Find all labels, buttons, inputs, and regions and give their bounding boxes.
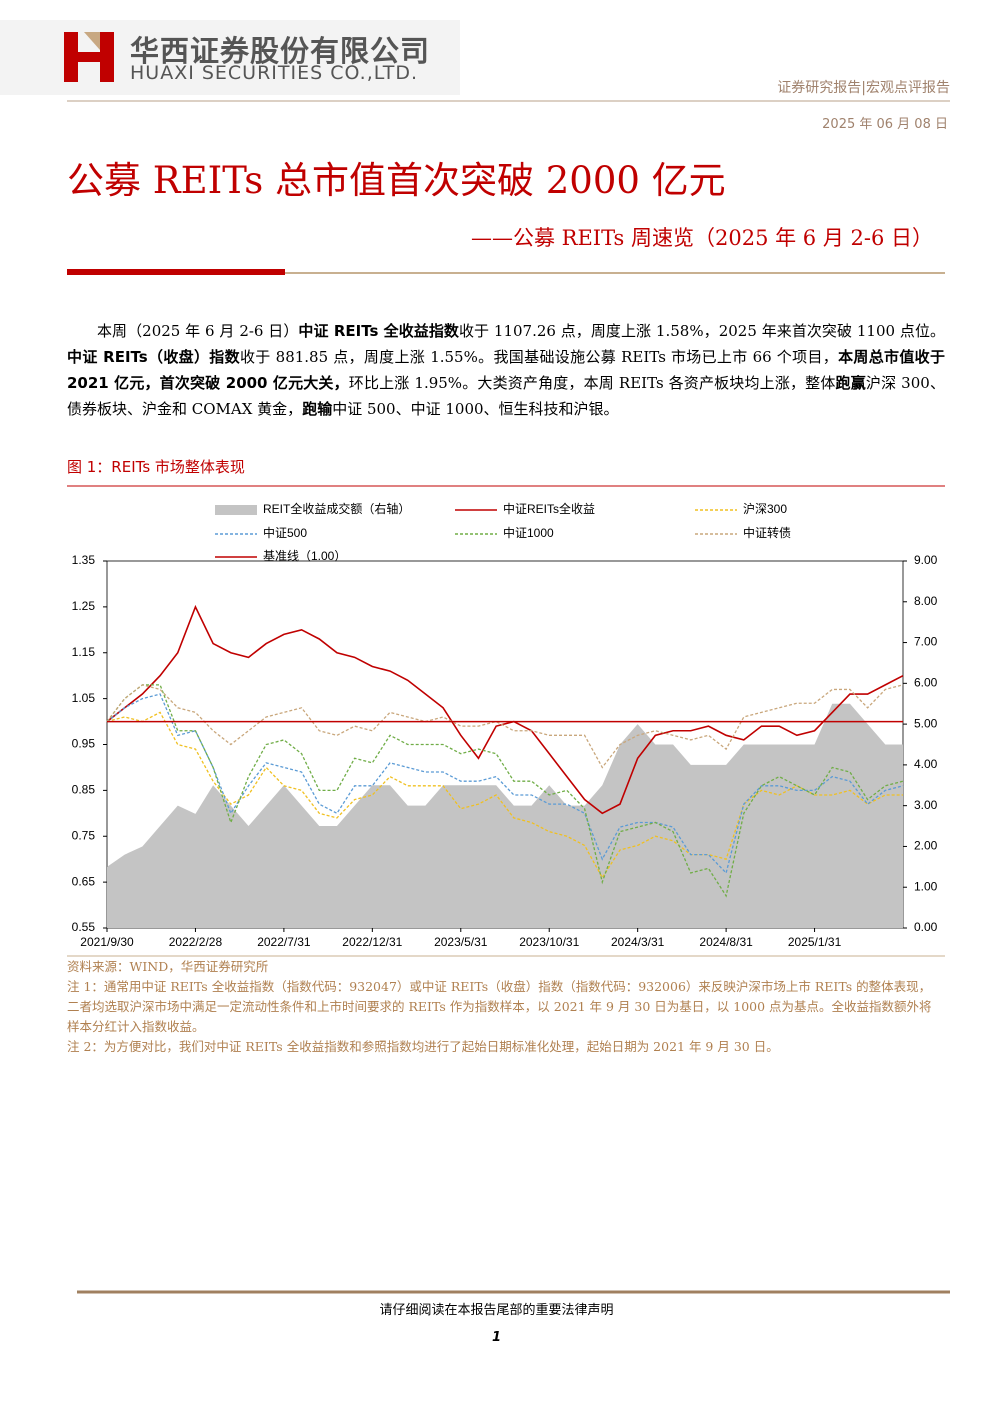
page-number: 1 [491, 1330, 502, 1345]
body-paragraph: 本周（2025 年 6 月 2-6 日）中证 REITs 全收益指数收于 110… [67, 318, 945, 422]
x-tick-label: 2022/2/28 [169, 935, 223, 949]
source: 资料来源：WIND，华西证券研究所 [67, 959, 269, 974]
legend-label: 中证500 [263, 525, 307, 540]
y2-tick-label: 4.00 [914, 757, 938, 771]
notes: 资料来源：WIND，华西证券研究所 注 1：通常用中证 REITs 全收益指数（… [67, 957, 942, 1057]
report-type: 证券研究报告|宏观点评报告 [777, 80, 950, 96]
x-tick-label: 2024/8/31 [699, 935, 753, 949]
figure-title: 图 1：REITs 市场整体表现 [67, 458, 245, 476]
x-tick-label: 2023/5/31 [434, 935, 488, 949]
title: 公募 REITs 总市值首次突破 2000 亿元 [67, 159, 726, 202]
text: 沪深 300、债券板块、沪金和 COMAX 黄金， [67, 374, 945, 418]
legend-swatch [215, 505, 257, 515]
note: 注 1：通常用中证 REITs 全收益指数（指数代码：932047）或中证 RE… [67, 979, 932, 1034]
subtitle: ——公募 REITs 周速览（2025 年 6 月 2-6 日） [470, 226, 933, 250]
y2-tick-label: 1.00 [914, 879, 938, 893]
legend-label: 中证REITs全收益 [503, 501, 595, 516]
bold-text: 中证 REITs（收盘）指数 [67, 348, 240, 366]
bold-text: 跑输 [302, 400, 333, 418]
y-tick-label: 0.95 [72, 737, 96, 751]
note: 注 2：为方便对比，我们对中证 REITs 全收益指数和参照指数均进行了起始日期… [67, 1039, 779, 1054]
bold-text: 中证 REITs 全收益指数 [298, 322, 459, 340]
text: 中证 500、中证 1000、恒生科技和沪银。 [332, 400, 619, 418]
text: 环比上涨 1.95%。大类资产角度，本周 REITs 各资产板块均上涨，整体 [348, 374, 836, 392]
x-tick-label: 2024/3/31 [611, 935, 665, 949]
y2-tick-label: 9.00 [914, 553, 938, 567]
legend-label: 中证1000 [503, 525, 554, 540]
y-tick-label: 1.15 [72, 645, 96, 659]
report-date: 2025 年 06 月 08 日 [822, 117, 948, 132]
x-tick-label: 2025/1/31 [788, 935, 842, 949]
series-line [106, 684, 904, 769]
x-tick-label: 2023/10/31 [519, 935, 579, 949]
y-tick-label: 0.65 [72, 874, 96, 888]
y2-tick-label: 2.00 [914, 839, 938, 853]
disclaimer: 请仔细阅读在本报告尾部的重要法律声明 [379, 1303, 614, 1318]
title-bar [67, 269, 285, 275]
series-line [106, 684, 904, 898]
volume-area [107, 703, 903, 928]
text: 本周（2025 年 6 月 2-6 日） [97, 322, 299, 340]
legend-label: 中证转债 [743, 525, 791, 540]
y-tick-label: 0.85 [72, 783, 96, 797]
text: 收于 881.85 点，周度上涨 1.55%。我国基础设施公募 REITs 市场… [239, 348, 839, 366]
series-line [106, 604, 904, 815]
bold-text: 本周总市值收于 2021 亿元，首次突破 2000 亿元大关， [67, 348, 945, 392]
company-cn: 华西证券股份有限公司 [130, 34, 431, 68]
series-line [106, 693, 904, 875]
company-en: HUAXI SECURITIES CO.,LTD. [130, 62, 418, 84]
x-tick-label: 2021/9/30 [80, 935, 134, 949]
y2-tick-label: 3.00 [914, 798, 938, 812]
y-tick-label: 1.35 [72, 553, 96, 567]
x-tick-label: 2022/12/31 [342, 935, 402, 949]
y-tick-label: 1.25 [72, 599, 96, 613]
y2-tick-label: 5.00 [914, 716, 938, 730]
legend-label: 沪深300 [743, 502, 787, 516]
logo-accent [84, 32, 100, 50]
legend-label: REIT全收益成交额（右轴） [263, 501, 410, 516]
y2-tick-label: 6.00 [914, 676, 938, 690]
y-tick-label: 0.75 [72, 828, 96, 842]
text: 收于 1107.26 点，周度上涨 1.58%，2025 年来首次突破 1100… [458, 322, 945, 340]
y-tick-label: 0.55 [72, 920, 96, 934]
y2-tick-label: 8.00 [914, 594, 938, 608]
x-tick-label: 2022/7/31 [257, 935, 311, 949]
legend-label: 基准线（1.00） [263, 549, 346, 563]
chart: 0.55 0.65 0.75 0.85 0.95 1.05 1.15 1.25 1.35 0.00… [72, 501, 938, 949]
logo [64, 32, 114, 82]
y-tick-label: 1.05 [72, 691, 96, 705]
y2-tick-label: 7.00 [914, 635, 938, 649]
y2-tick-label: 0.00 [914, 920, 938, 934]
bold-text: 跑赢 [835, 374, 866, 392]
